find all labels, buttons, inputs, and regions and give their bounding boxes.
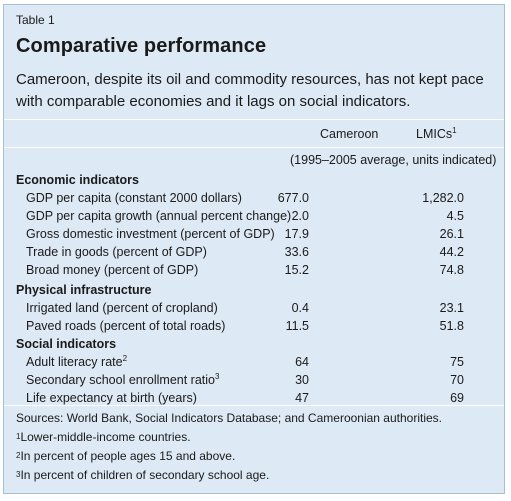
column-subheader: (1995–2005 average, units indicated)	[290, 153, 497, 167]
footnote-marker: 1	[452, 126, 457, 135]
cameroon-value: 0.4	[291, 301, 309, 315]
indicator-label-text: Life expectancy at birth (years)	[26, 391, 197, 405]
cameroon-value: 33.6	[284, 245, 309, 259]
indicator-label: Secondary school enrollment ratio3	[26, 372, 220, 387]
footnote-text: In percent of people ages 15 and above.	[20, 449, 236, 463]
section-heading-economic: Economic indicators	[16, 173, 139, 187]
lmics-value: 44.2	[439, 245, 464, 259]
cameroon-value: 2.0	[291, 209, 309, 223]
indicator-label: Gross domestic investment (percent of GD…	[26, 227, 275, 241]
footnote-marker: 3	[16, 470, 21, 479]
cameroon-value: 677.0	[277, 191, 309, 205]
cameroon-value: 17.9	[284, 227, 309, 241]
column-header-lmics-text: LMICs	[416, 127, 453, 141]
section-heading-social: Social indicators	[16, 337, 117, 351]
table-row: Life expectancy at birth (years) 47 69	[4, 391, 504, 409]
indicator-label-text: Trade in goods (percent of GDP)	[26, 245, 207, 259]
column-header-lmics: LMICs1	[416, 126, 457, 141]
footnote-text: Lower-middle-income countries.	[20, 430, 191, 444]
footnote-marker: 2	[122, 354, 128, 363]
indicator-label: GDP per capita growth (annual percent ch…	[26, 209, 291, 223]
cameroon-value: 15.2	[284, 263, 309, 277]
cameroon-value: 47	[295, 391, 309, 405]
footnote-2: 2In percent of people ages 15 and above.	[16, 447, 442, 466]
indicator-label: Broad money (percent of GDP)	[26, 263, 198, 277]
indicator-label: Life expectancy at birth (years)	[26, 391, 197, 405]
section-heading-physical: Physical infrastructure	[16, 283, 152, 297]
table-row: GDP per capita growth (annual percent ch…	[4, 209, 504, 227]
footnote-marker: 2	[16, 451, 21, 460]
cameroon-value: 30	[295, 373, 309, 387]
table-number: Table 1	[16, 13, 55, 27]
table-row: Secondary school enrollment ratio3 30 70	[4, 372, 504, 391]
table-row: Irrigated land (percent of cropland) 0.4 2…	[4, 301, 504, 319]
indicator-label-text: GDP per capita growth (annual percent ch…	[26, 209, 292, 223]
footnote-1: 1Lower-middle-income countries.	[16, 428, 442, 447]
column-header-cameroon: Cameroon	[320, 127, 379, 141]
indicator-label-text: Secondary school enrollment ratio	[26, 373, 215, 387]
lmics-value: 4.5	[446, 209, 464, 223]
lmics-value: 23.1	[439, 301, 464, 315]
lmics-value: 1,282.0	[422, 191, 464, 205]
footnote-marker: 1	[16, 432, 21, 441]
table-row: Paved roads (percent of total roads) 11.5…	[4, 319, 504, 337]
indicator-label-text: Broad money (percent of GDP)	[26, 263, 199, 277]
lmics-value: 51.8	[439, 319, 464, 333]
cameroon-value: 11.5	[285, 319, 309, 333]
footnotes: Sources: World Bank, Social Indicators D…	[16, 409, 442, 485]
indicator-label-text: Gross domestic investment (percent of GD…	[26, 227, 275, 241]
indicator-label: Irrigated land (percent of cropland)	[26, 301, 218, 315]
lmics-value: 26.1	[439, 227, 464, 241]
table-row: Adult literacy rate2 64 75	[4, 354, 504, 373]
footnote-3: 3In percent of children of secondary sch…	[16, 466, 442, 485]
indicator-label: Trade in goods (percent of GDP)	[26, 245, 207, 259]
table-row: Gross domestic investment (percent of GD…	[4, 227, 504, 245]
table-subtitle: Cameroon, despite its oil and commodity …	[16, 71, 484, 110]
indicator-label-text: Paved roads (percent of total roads)	[26, 319, 226, 333]
notes-divider	[4, 405, 504, 406]
indicator-label-text: Irrigated land (percent of cropland)	[26, 301, 218, 315]
lmics-value: 69	[450, 391, 464, 405]
lmics-value: 75	[450, 355, 464, 369]
column-divider	[4, 147, 504, 148]
lmics-value: 74.8	[439, 263, 464, 277]
lmics-value: 70	[450, 373, 464, 387]
indicator-label: GDP per capita (constant 2000 dollars)	[26, 191, 242, 205]
indicator-label: Adult literacy rate2	[26, 354, 128, 369]
footnote-marker: 3	[215, 372, 220, 381]
header-divider	[4, 119, 504, 120]
table-panel: Table 1 Comparative performance Cameroon…	[3, 4, 505, 494]
indicator-label-text: GDP per capita (constant 2000 dollars)	[26, 191, 242, 205]
table-row: Broad money (percent of GDP) 15.2 74.8	[4, 263, 504, 281]
footnote-text: In percent of children of secondary scho…	[20, 468, 270, 482]
indicator-label: Paved roads (percent of total roads)	[26, 319, 225, 333]
table-row: Trade in goods (percent of GDP) 33.6 44.2	[4, 245, 504, 263]
table-title: Comparative performance	[16, 35, 267, 57]
cameroon-value: 64	[295, 355, 309, 369]
source-note: Sources: World Bank, Social Indicators D…	[16, 411, 443, 425]
indicator-label-text: Adult literacy rate	[26, 355, 123, 369]
table-row: GDP per capita (constant 2000 dollars) 67…	[4, 191, 504, 209]
